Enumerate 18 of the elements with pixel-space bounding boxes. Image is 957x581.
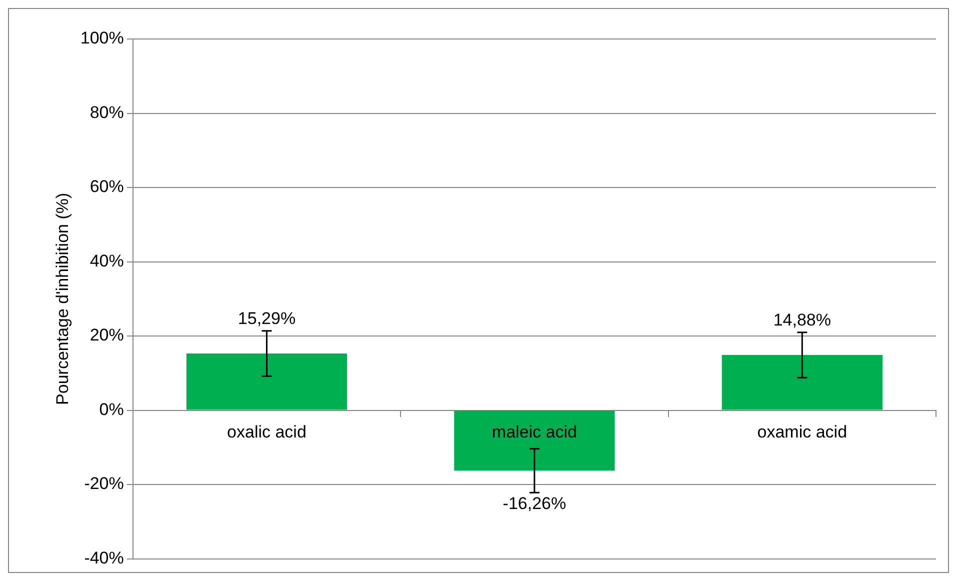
x-tick-label: maleic acid xyxy=(492,422,577,442)
y-tick-label: 100% xyxy=(80,28,124,48)
x-tick-label: oxamic acid xyxy=(757,422,848,442)
data-label: -16,26% xyxy=(502,494,566,513)
y-tick-label: 40% xyxy=(90,251,124,270)
x-tick-label: oxalic acid xyxy=(227,422,306,442)
y-tick-label: 0% xyxy=(99,400,124,419)
data-label: 14,88% xyxy=(773,310,831,330)
y-tick-label: 80% xyxy=(90,102,124,122)
y-tick-label: 20% xyxy=(90,326,124,345)
bar xyxy=(722,355,882,410)
y-axis-title: Pourcentage d'inhibition (%) xyxy=(52,192,72,405)
y-tick-label: 60% xyxy=(90,177,124,196)
data-label: 15,29% xyxy=(238,309,296,328)
bar xyxy=(454,410,615,471)
bar xyxy=(186,354,348,410)
y-tick-label: -20% xyxy=(84,474,124,494)
y-tick-label: -40% xyxy=(84,548,124,568)
